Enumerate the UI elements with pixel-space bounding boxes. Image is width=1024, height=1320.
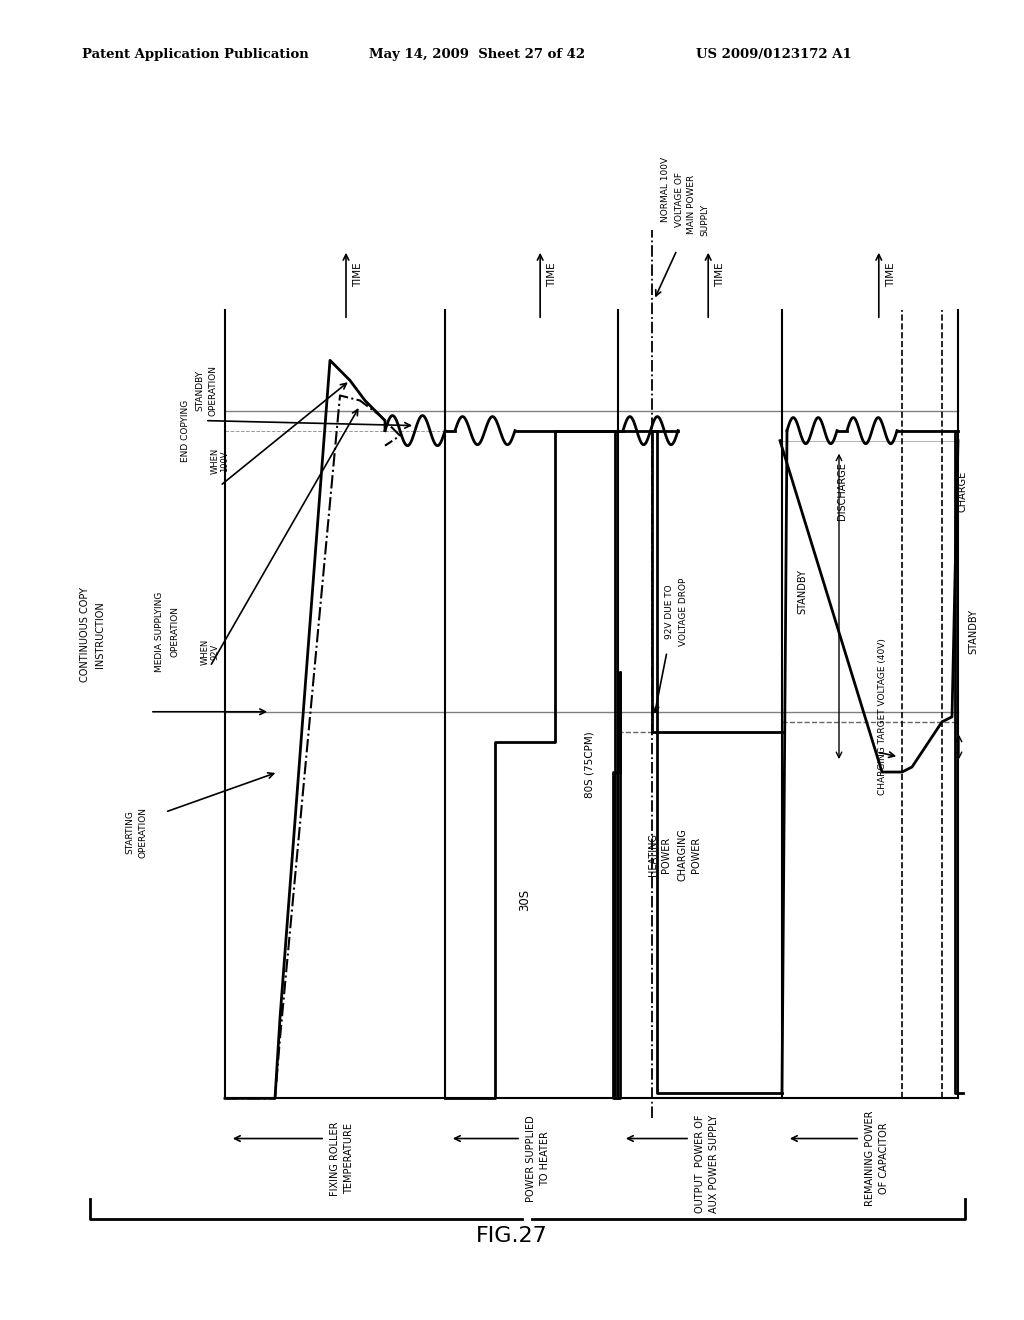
Text: CONTINUOUS COPY: CONTINUOUS COPY (80, 587, 90, 682)
Text: REMAINING POWER: REMAINING POWER (865, 1111, 874, 1206)
Text: NORMAL 100V: NORMAL 100V (662, 157, 671, 222)
Text: SUPPLY: SUPPLY (700, 203, 710, 236)
Text: INSTRUCTION: INSTRUCTION (95, 601, 105, 668)
Text: MAIN POWER: MAIN POWER (687, 176, 696, 235)
Text: END COPYING: END COPYING (180, 400, 189, 462)
Text: DISCHARGE: DISCHARGE (837, 462, 847, 520)
Text: FIG.27: FIG.27 (476, 1226, 548, 1246)
Text: AUX POWER SUPPLY: AUX POWER SUPPLY (709, 1114, 719, 1213)
Text: POWER SUPPLIED: POWER SUPPLIED (526, 1115, 536, 1203)
Text: OPERATION: OPERATION (138, 807, 147, 858)
Text: 92V DUE TO: 92V DUE TO (666, 583, 675, 639)
Text: TIME: TIME (547, 263, 557, 288)
Text: OF CAPACITOR: OF CAPACITOR (879, 1123, 889, 1195)
Text: POWER: POWER (662, 837, 671, 873)
Text: OUTPUT  POWER OF: OUTPUT POWER OF (695, 1114, 705, 1213)
Text: POWER: POWER (691, 837, 701, 873)
Text: TIME: TIME (886, 263, 896, 288)
Text: CHARGING: CHARGING (678, 829, 688, 882)
Text: STANDBY: STANDBY (968, 609, 978, 653)
Text: US 2009/0123172 A1: US 2009/0123172 A1 (696, 48, 852, 61)
Text: STARTING: STARTING (126, 810, 134, 854)
Text: TIME: TIME (715, 263, 725, 288)
Text: CHARGING TARGET VOLTAGE (40V): CHARGING TARGET VOLTAGE (40V) (878, 639, 887, 795)
Text: 80S (75CPM): 80S (75CPM) (585, 731, 595, 797)
Text: OPERATION: OPERATION (171, 606, 179, 657)
Text: 100V: 100V (220, 450, 229, 471)
Text: WHEN: WHEN (211, 447, 219, 474)
Text: MEDIA SUPPLYING: MEDIA SUPPLYING (156, 591, 165, 672)
Text: CHARGE: CHARGE (957, 470, 967, 512)
Text: TO HEATER: TO HEATER (540, 1131, 550, 1187)
Text: HEATING: HEATING (648, 833, 658, 876)
Text: VOLTAGE DROP: VOLTAGE DROP (679, 577, 687, 645)
Text: 92V: 92V (211, 643, 219, 660)
Text: 30S: 30S (518, 888, 531, 911)
Text: TIME: TIME (353, 263, 362, 288)
Text: STANDBY: STANDBY (196, 370, 205, 411)
Text: OPERATION: OPERATION (209, 364, 217, 416)
Text: May 14, 2009  Sheet 27 of 42: May 14, 2009 Sheet 27 of 42 (369, 48, 585, 61)
Text: Patent Application Publication: Patent Application Publication (82, 48, 308, 61)
Text: FIXING ROLLER: FIXING ROLLER (330, 1122, 340, 1196)
Text: TEMPERATURE: TEMPERATURE (344, 1123, 354, 1195)
Text: WHEN: WHEN (201, 639, 210, 665)
Text: STANDBY: STANDBY (797, 569, 807, 614)
Text: VOLTAGE OF: VOLTAGE OF (675, 172, 683, 227)
